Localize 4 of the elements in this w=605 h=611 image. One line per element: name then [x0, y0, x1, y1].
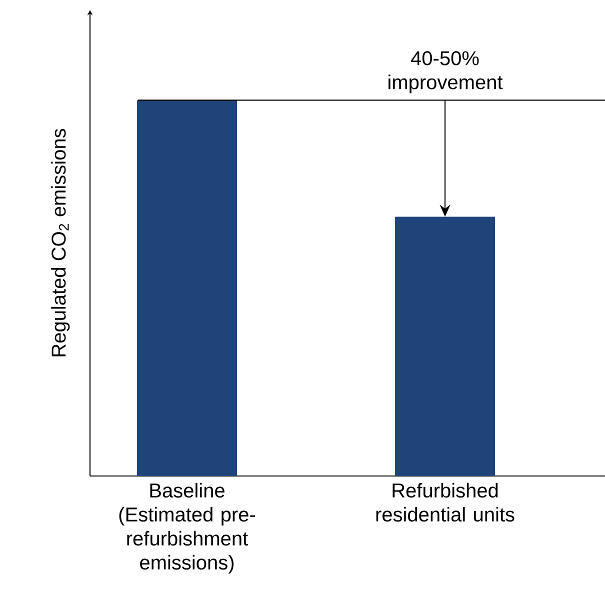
ref-line-label: 40-50% improvement [388, 51, 503, 94]
x-tick-label: Baseline (Estimated pre-refurbishment emissions) [119, 482, 256, 574]
x-tick-label: Refurbished residential units [376, 482, 514, 522]
y-axis-title: Regulated CO$_{2}$ emissions [51, 128, 70, 356]
